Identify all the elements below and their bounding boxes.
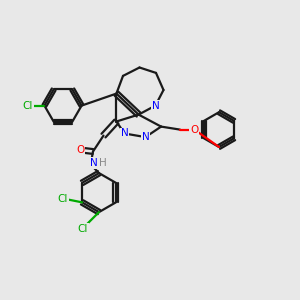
Text: N: N	[121, 128, 128, 139]
Text: N: N	[152, 100, 159, 111]
Text: O: O	[190, 124, 199, 135]
Text: Cl: Cl	[77, 224, 88, 234]
Text: O: O	[76, 145, 85, 155]
Text: H: H	[99, 158, 107, 168]
Text: Cl: Cl	[23, 100, 33, 111]
Text: Cl: Cl	[57, 194, 68, 204]
Text: N: N	[142, 132, 149, 142]
Text: N: N	[90, 158, 98, 168]
